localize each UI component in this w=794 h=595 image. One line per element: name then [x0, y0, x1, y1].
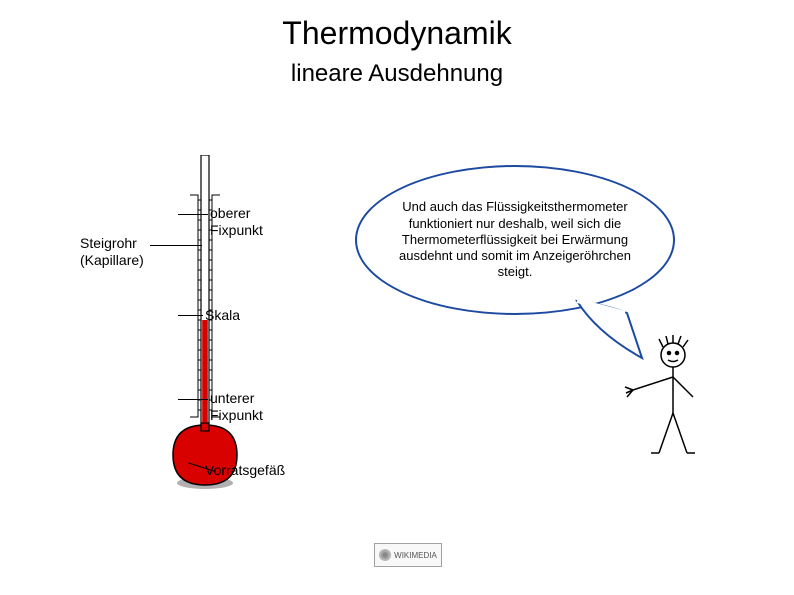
- label-steigrohr-l1: Steigrohr: [80, 235, 137, 251]
- label-skala: Skala: [205, 307, 240, 324]
- page-subtitle: lineare Ausdehnung: [0, 60, 794, 88]
- label-steigrohr-l2: (Kapillare): [80, 252, 144, 268]
- wikimedia-badge: WIKIMEDIA: [374, 543, 442, 567]
- leader-unterer: [178, 399, 208, 400]
- leader-skala: [178, 315, 203, 316]
- speech-bubble-group: Und auch das Flüssigkeitsthermometer fun…: [355, 165, 755, 315]
- wikimedia-logo-icon: [379, 549, 391, 561]
- thermometer-diagram: Steigrohr (Kapillare) oberer Fixpunkt Sk…: [130, 155, 350, 535]
- leader-oberer: [178, 214, 208, 215]
- label-oberer-l1: oberer: [210, 205, 250, 221]
- leader-steigrohr: [150, 245, 202, 246]
- label-oberer-fixpunkt: oberer Fixpunkt: [210, 205, 263, 239]
- label-oberer-l2: Fixpunkt: [210, 222, 263, 238]
- page-title: Thermodynamik: [0, 15, 794, 52]
- label-unterer-l2: Fixpunkt: [210, 407, 263, 423]
- label-steigrohr: Steigrohr (Kapillare): [80, 235, 150, 269]
- speech-bubble-text: Und auch das Flüssigkeitsthermometer fun…: [383, 199, 647, 280]
- wikimedia-text: WIKIMEDIA: [394, 551, 437, 560]
- label-vorratsgefaess: Vorratsgefäß: [205, 462, 285, 479]
- label-unterer-fixpunkt: unterer Fixpunkt: [210, 390, 263, 424]
- label-unterer-l1: unterer: [210, 390, 254, 406]
- character-figure: [615, 335, 705, 465]
